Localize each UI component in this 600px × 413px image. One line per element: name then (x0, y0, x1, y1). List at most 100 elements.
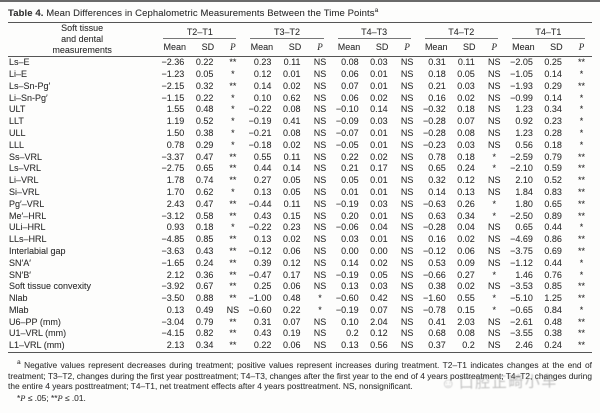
value-cell: 0.01 (370, 80, 388, 91)
value-cell: −3.50 (161, 293, 185, 304)
p-significance-cell: NS (488, 186, 501, 197)
p-significance-cell: NS (400, 116, 414, 127)
value-cell: 0.21 (428, 80, 446, 91)
table-header: Soft tissue and dental measurements T2–T1 T… (8, 22, 592, 58)
p-significance-cell: ** (577, 316, 585, 327)
table-row: Ls–E −2.36 0.22 ** 0.23 0.11 NS 0.08 0.03 NS 0.31 0… (8, 57, 592, 69)
measurement-label: Li–VRL (9, 175, 39, 186)
value-cell: −3.75 (510, 245, 533, 256)
p-significance-cell: NS (400, 281, 414, 292)
p-symbol-1: P (20, 394, 26, 404)
value-cell: −3.04 (161, 316, 185, 327)
p-significance-cell: * (231, 104, 235, 115)
value-cell: 2.12 (166, 269, 185, 280)
value-cell: −0.99 (510, 92, 533, 103)
p-significance-cell: NS (313, 340, 327, 351)
p-significance-cell: NS (400, 186, 414, 197)
value-cell: 0.22 (341, 151, 359, 162)
p-significance-cell: NS (313, 198, 327, 209)
value-cell: −0.19 (335, 269, 359, 280)
value-cell: 0.01 (370, 175, 388, 186)
p-significance-cell: NS (488, 281, 501, 292)
time-point-group-header: T4–T3 (331, 23, 418, 40)
p-significance-cell: ** (577, 293, 585, 304)
p-significance-cell: ** (229, 151, 237, 162)
value-cell: 0.01 (341, 186, 359, 197)
value-cell: −2.50 (510, 210, 533, 221)
value-cell: 0.01 (370, 139, 388, 150)
group-label: T4–T2 (448, 26, 475, 37)
p-significance-cell: * (318, 304, 322, 315)
p-significance-cell: ** (229, 163, 237, 174)
value-cell: 1.50 (166, 127, 185, 138)
value-cell: 0.93 (166, 222, 185, 233)
value-cell: 0.06 (457, 245, 475, 256)
value-cell: 1.23 (515, 127, 533, 138)
p-significance-cell: NS (313, 316, 327, 327)
value-cell: 0.34 (457, 210, 475, 221)
measurement-label: Si–VRL (9, 186, 40, 197)
value-cell: 0.02 (370, 257, 388, 268)
p-significance-cell: * (492, 163, 497, 174)
value-cell: 0.48 (544, 316, 562, 327)
sig-star-1: * (17, 393, 21, 404)
value-cell: 0.21 (341, 163, 359, 174)
p-significance-cell: ** (577, 328, 585, 339)
value-cell: −0.28 (422, 116, 446, 127)
p-significance-cell: * (231, 222, 235, 233)
value-cell: 0.69 (544, 245, 562, 256)
value-cell: 0.82 (195, 328, 214, 339)
value-cell: 0.01 (282, 68, 301, 79)
subcolumn-header-p: P (570, 39, 592, 58)
measurement-label: Interlabial gap (9, 245, 66, 256)
value-cell: −0.22 (248, 222, 272, 233)
measurement-label: Me′–HRL (9, 210, 47, 221)
value-cell: 0.20 (341, 210, 359, 221)
value-cell: 0.13 (253, 234, 272, 245)
p-significance-cell: NS (400, 68, 414, 79)
p-significance-cell: ** (577, 234, 585, 245)
value-cell: 0.55 (457, 293, 475, 304)
p-significance-cell: * (231, 116, 235, 127)
p-significance-cell: * (231, 127, 235, 138)
p-significance-cell: ** (577, 245, 585, 256)
value-cell: 0.44 (253, 163, 272, 174)
value-cell: 0.68 (428, 328, 446, 339)
p-significance-cell: * (492, 293, 497, 304)
group-underline (250, 37, 324, 39)
table-row: SN′A′ −1.65 0.24 ** 0.39 0.12 NS 0.14 0.02 NS 0.53… (8, 258, 592, 270)
table-row: ULi–HRL 0.93 0.18 * −0.22 0.23 NS −0.06 0.04 NS −0… (8, 222, 592, 234)
significance-legend: *P ≤ .05; **P ≤ .01. (8, 393, 592, 405)
value-cell: 0.08 (457, 328, 475, 339)
value-cell: 0.55 (253, 151, 272, 162)
p-significance-cell: NS (488, 116, 501, 127)
value-cell: 0.02 (282, 80, 301, 91)
value-cell: 0.03 (370, 281, 388, 292)
p-significance-cell: * (579, 269, 584, 280)
footnote-text-block: a Negative values represent decreases du… (8, 358, 592, 392)
measurement-label: Ls–E (9, 57, 30, 68)
p-significance-cell: * (492, 151, 497, 162)
value-cell: 0.03 (457, 80, 475, 91)
value-cell: 0.48 (282, 293, 301, 304)
value-cell: 0.02 (370, 92, 388, 103)
value-cell: −0.44 (248, 198, 272, 209)
value-cell: 0.02 (457, 234, 475, 245)
value-cell: 0.89 (544, 210, 562, 221)
value-cell: 1.80 (515, 198, 533, 209)
value-cell: 0.04 (457, 222, 475, 233)
p-significance-cell: NS (313, 234, 327, 245)
p-significance-cell: ** (577, 198, 585, 209)
p-significance-cell: NS (400, 92, 414, 103)
value-cell: 0.47 (195, 198, 214, 209)
table-footnote-marker: a (374, 7, 379, 14)
value-cell: −0.78 (422, 304, 446, 315)
p-significance-cell: ** (229, 57, 237, 68)
group-label: T2–T1 (186, 26, 213, 37)
value-cell: 0.27 (253, 175, 272, 186)
p-significance-cell: NS (400, 328, 414, 339)
value-cell: 0.12 (370, 328, 388, 339)
value-cell: 0.14 (341, 257, 359, 268)
value-cell: 0.13 (341, 340, 359, 351)
measurement-label: U1–VRL (mm) (9, 328, 67, 339)
